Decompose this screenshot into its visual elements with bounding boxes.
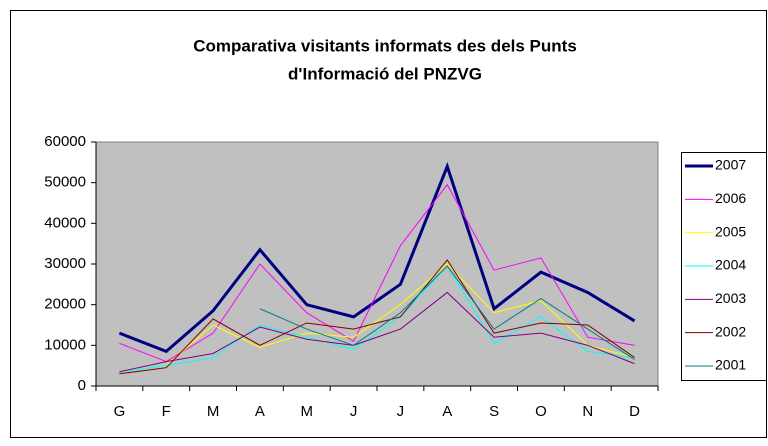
legend-label: 2006 [715, 190, 746, 206]
x-tick-label: J [397, 403, 405, 420]
x-tick-label: G [114, 403, 126, 420]
series-line [119, 183, 635, 363]
x-tick-label: J [350, 403, 358, 420]
series-line [119, 263, 635, 373]
y-tick-label: 60000 [44, 133, 86, 150]
series-line [119, 259, 635, 375]
chart-title: Comparativa visitants informats des dels… [193, 36, 577, 55]
x-tick-label: D [629, 403, 640, 420]
y-tick-label: 40000 [44, 214, 86, 231]
legend-label: 2002 [715, 323, 746, 339]
x-tick-label: F [162, 403, 171, 420]
y-tick-label: 10000 [44, 336, 86, 353]
chart-title: d'Informació del PNZVG [288, 64, 482, 83]
y-tick-label: 20000 [44, 296, 86, 313]
x-tick-label: A [442, 403, 452, 420]
series-line [259, 265, 635, 360]
legend-label: 2005 [715, 223, 746, 239]
legend-label: 2003 [715, 290, 746, 306]
x-tick-label: S [489, 403, 499, 420]
y-tick-label: 30000 [44, 255, 86, 272]
x-tick-label: N [582, 403, 593, 420]
y-tick-label: 0 [78, 377, 86, 394]
x-tick-label: O [535, 403, 547, 420]
series-line [118, 162, 636, 354]
series-line [119, 265, 635, 373]
legend-label: 2001 [715, 357, 746, 373]
x-tick-label: A [255, 403, 265, 420]
legend-label: 2004 [715, 257, 746, 273]
x-tick-label: M [301, 403, 314, 420]
series-line [119, 291, 635, 373]
x-tick-label: M [207, 403, 220, 420]
plot-area [95, 141, 659, 387]
legend-label: 2007 [715, 157, 746, 173]
y-tick-label: 50000 [44, 174, 86, 191]
